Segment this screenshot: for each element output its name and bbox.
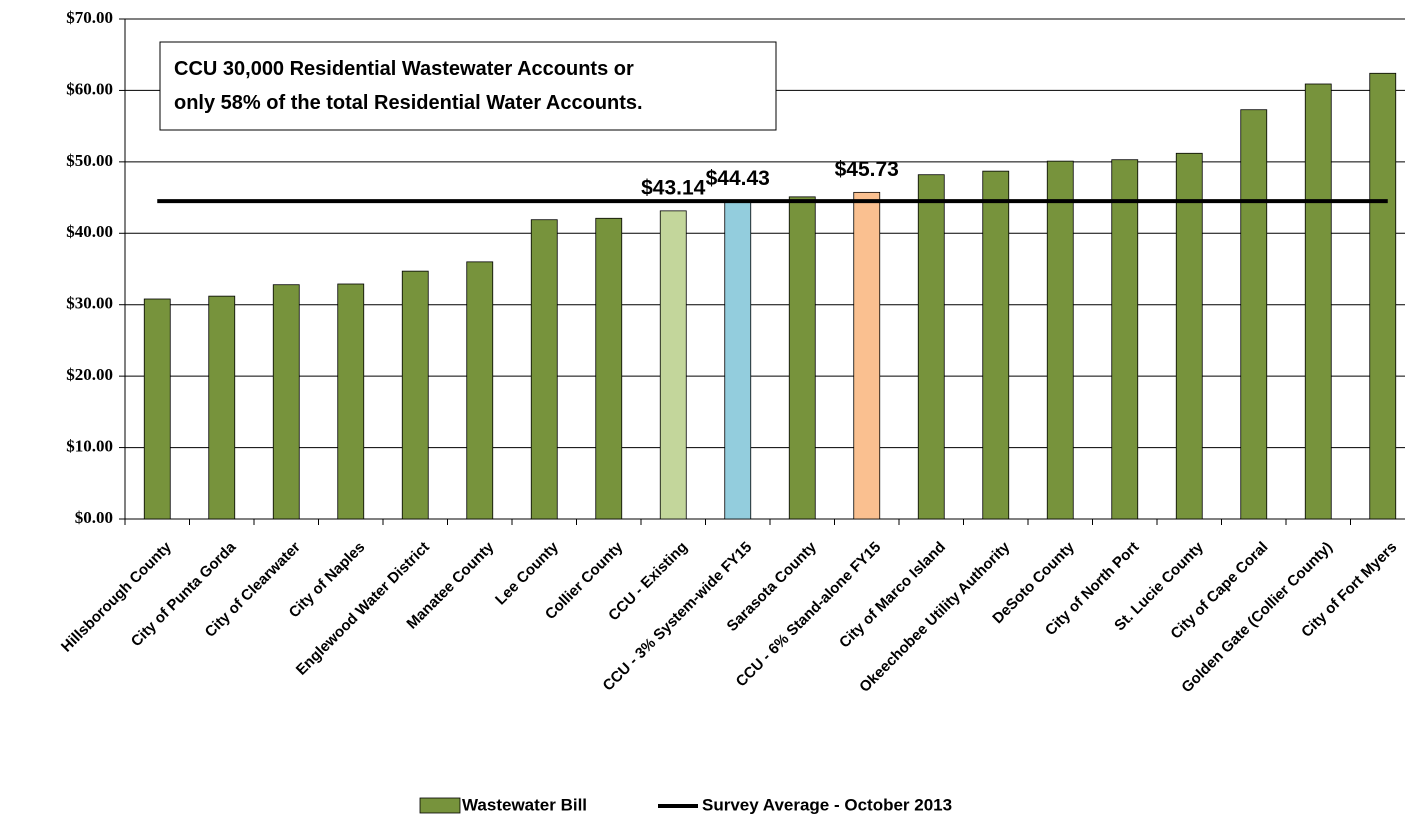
bar [917,174,945,520]
bar [659,210,687,520]
y-tick-label: $10.00 [66,436,113,455]
annotation: CCU 30,000 Residential Wastewater Accoun… [174,58,634,80]
y-tick-label: $70.00 [66,8,113,27]
y-tick-label: $30.00 [66,294,113,313]
y-tick-label: $60.00 [66,79,113,98]
bar [1304,83,1332,520]
bar [530,219,558,520]
bar [1240,109,1268,520]
x-tick-label: Hillsborough County [58,538,175,655]
y-tick-label: $0.00 [75,508,113,527]
legend-label: Survey Average - October 2013 [702,795,952,814]
x-tick-label: Lee County [492,538,562,608]
bar [466,261,494,520]
bar [1369,72,1397,520]
legend-swatch [419,797,461,814]
bar [1175,152,1203,520]
bar [788,196,816,520]
x-tick-label: City of Marco Island [836,539,949,652]
bar [1111,159,1139,520]
bar [982,170,1010,520]
y-tick-label: $40.00 [66,222,113,241]
value-label: $44.43 [706,167,770,190]
y-tick-label: $20.00 [66,365,113,384]
annotation: only 58% of the total Residential Water … [174,92,643,114]
bar [853,191,881,520]
bar [1046,160,1074,520]
bar [143,298,171,520]
bar [595,217,623,520]
legend-label: Wastewater Bill [462,795,587,814]
bar [401,270,429,520]
annotation-box [159,41,777,131]
value-label: $45.73 [835,158,899,181]
x-tick-label: City of Punta Gorda [128,538,240,650]
bar [724,201,752,520]
x-tick-label: Englewood Water District [293,539,433,679]
bar [337,283,365,520]
bar [272,284,300,520]
value-label: $43.14 [641,176,706,199]
y-tick-label: $50.00 [66,151,113,170]
bar [208,295,236,520]
